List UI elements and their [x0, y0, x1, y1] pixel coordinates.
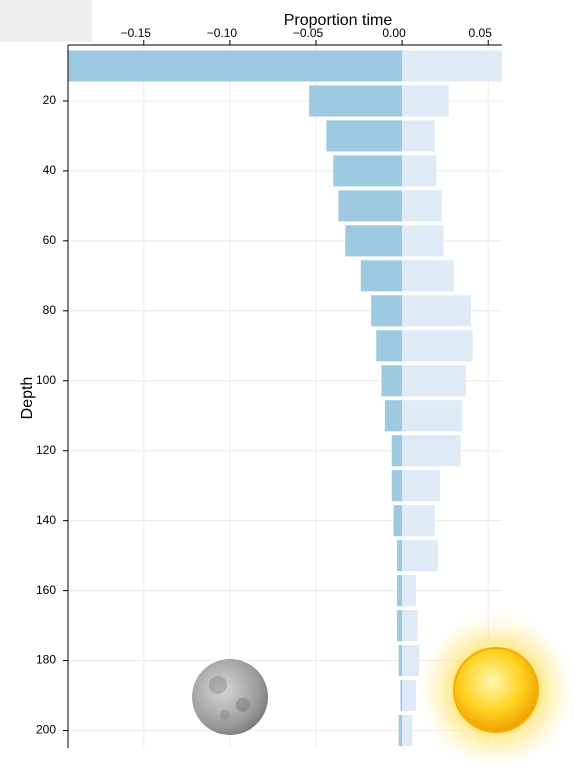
bar [396, 575, 403, 607]
bar [402, 714, 413, 747]
bar [402, 120, 435, 152]
bar [402, 540, 439, 572]
x-tick-label: −0.10 [207, 26, 238, 40]
bar [402, 260, 454, 292]
bar [333, 155, 403, 187]
x-tick-label: 0.00 [382, 26, 406, 40]
bar [391, 435, 403, 467]
bar [384, 400, 403, 432]
y-tick-label: 140 [36, 513, 56, 527]
bar [402, 85, 449, 117]
bar [376, 330, 403, 362]
y-tick-label: 20 [43, 93, 57, 107]
x-tick-label: −0.05 [293, 26, 324, 40]
bar [402, 365, 466, 397]
y-tick-label: 60 [43, 233, 57, 247]
bar [393, 505, 403, 537]
corner-panel [0, 0, 92, 42]
bar [402, 505, 435, 537]
y-tick-label: 120 [36, 443, 56, 457]
x-axis-title: Proportion time [284, 12, 393, 29]
bar [309, 85, 403, 117]
bar [402, 435, 461, 467]
plot-area: −0.15 −0.10 −0.05 0.00 0.05 20 40 60 80 100 120 140… [36, 26, 502, 748]
bar [402, 400, 463, 432]
bar [360, 260, 403, 292]
bar [396, 610, 403, 642]
y-tick-label: 80 [43, 303, 57, 317]
bar [402, 679, 416, 712]
moon-icon [192, 659, 268, 735]
bar [402, 644, 420, 677]
bar [391, 470, 403, 502]
bar [371, 295, 403, 327]
bar [398, 644, 403, 677]
bar [402, 50, 502, 82]
bar [68, 50, 403, 82]
bar [338, 190, 403, 222]
bar [402, 575, 416, 607]
x-tick-label: −0.15 [121, 26, 152, 40]
sun-icon [418, 612, 574, 767]
y-tick-label: 200 [36, 723, 56, 737]
bar [402, 295, 471, 327]
bar [400, 679, 403, 712]
bar [402, 155, 437, 187]
bar [396, 540, 403, 572]
y-tick-label: 160 [36, 583, 56, 597]
y-axis-title: Depth [19, 377, 36, 420]
x-tick-label: 0.05 [469, 26, 493, 40]
bar [402, 610, 418, 642]
y-tick-label: 180 [36, 653, 56, 667]
y-tick-label: 40 [43, 163, 57, 177]
bar [402, 225, 444, 257]
bar [381, 365, 403, 397]
bar [402, 330, 473, 362]
bar [402, 190, 442, 222]
bar [402, 470, 440, 502]
y-tick-label: 100 [36, 373, 56, 387]
bar [326, 120, 403, 152]
bar [345, 225, 403, 257]
bar [398, 714, 403, 747]
